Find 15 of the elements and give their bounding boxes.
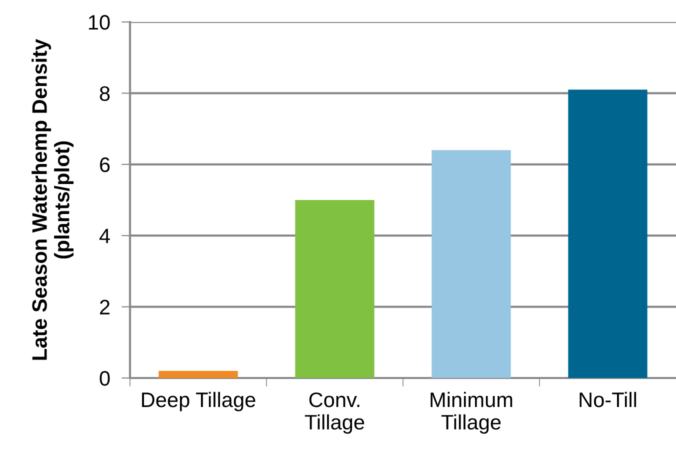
y-tick-label: 6 (100, 157, 110, 172)
bar (158, 370, 238, 378)
x-tick-label: No-Till (580, 392, 636, 408)
y-tick-label: 8 (100, 86, 110, 101)
bar (568, 90, 648, 378)
y-axis-title: Late Season Waterhemp Density (plants/plot) (32, 38, 74, 360)
x-tick-label: Conv. Tillage (304, 392, 364, 434)
y-tick-label: 4 (99, 228, 110, 244)
x-tick-label: Minimum Tillage (430, 392, 512, 434)
x-tick-label: Deep Tillage (142, 392, 256, 412)
y-tick-label: 10 (88, 15, 110, 30)
y-tick-label: 0 (100, 371, 110, 386)
bar (432, 150, 511, 378)
bar (295, 200, 374, 378)
y-tick-label: 2 (100, 300, 110, 314)
